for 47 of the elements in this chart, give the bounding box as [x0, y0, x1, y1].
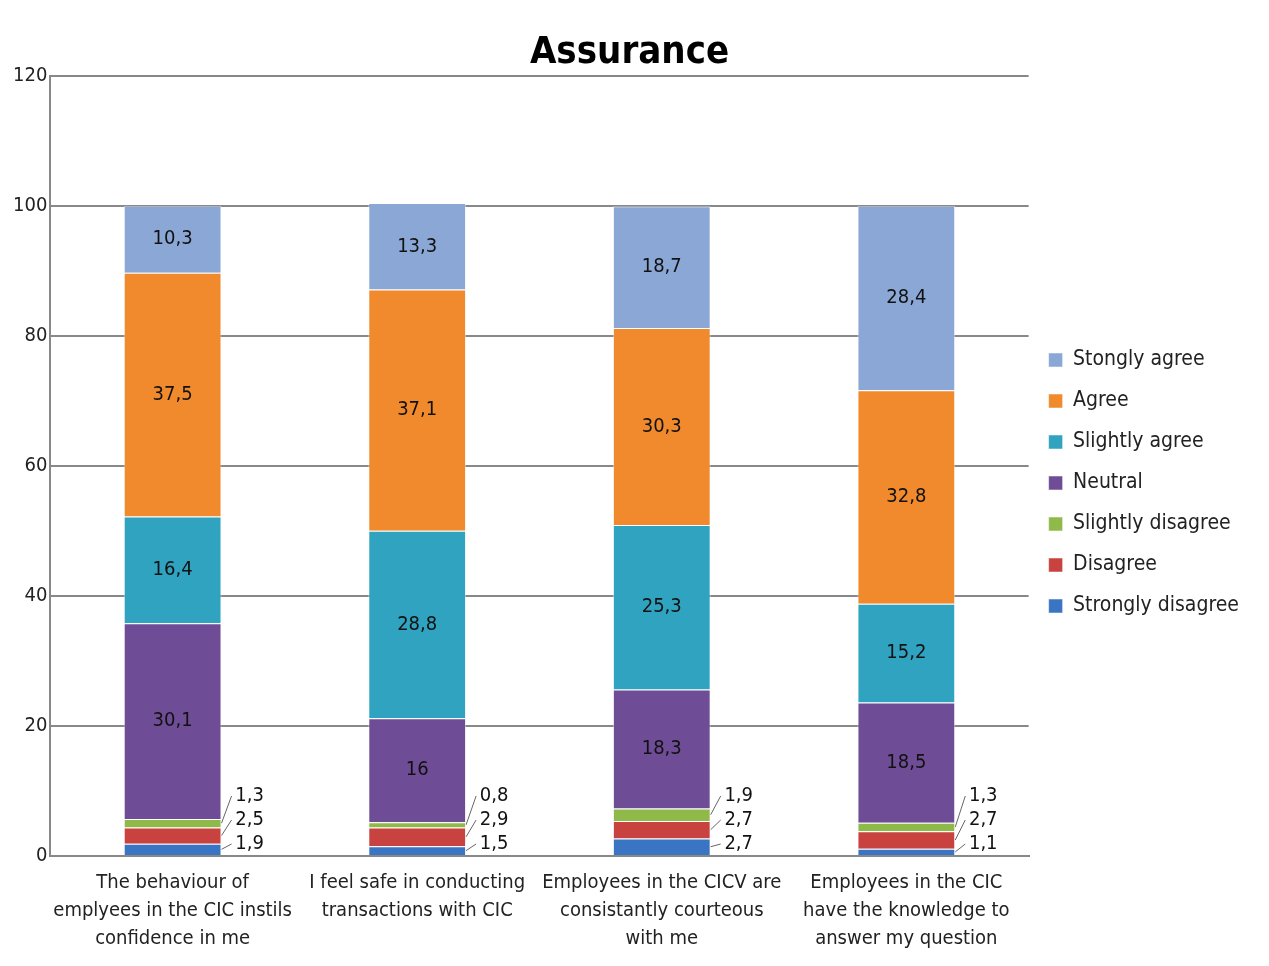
- data-label: 30,3: [641, 412, 682, 437]
- data-label: 16,4: [152, 556, 193, 581]
- data-label: 1,1: [968, 830, 998, 855]
- data-label: 13,3: [397, 232, 438, 257]
- data-label: 1,9: [235, 830, 264, 855]
- legend-label: Strongly disagree: [1073, 592, 1240, 617]
- data-label: 2,7: [968, 806, 998, 831]
- data-label: 18,3: [641, 735, 682, 760]
- y-tick-label: 40: [24, 582, 48, 607]
- legend-label: Disagree: [1073, 551, 1157, 576]
- y-tick-label: 100: [12, 191, 48, 216]
- chart-title: Assurance: [529, 27, 730, 72]
- data-label: 1,5: [479, 830, 509, 855]
- data-label: 2,7: [724, 806, 753, 831]
- x-tick-label: I feel safe in conducting transactions with CIC: [309, 869, 526, 922]
- y-tick-label: 80: [24, 321, 48, 346]
- data-label: 16: [405, 756, 429, 781]
- y-tick-label: 60: [24, 452, 48, 476]
- legend-label: Neutral: [1073, 469, 1143, 494]
- data-label: 1,9: [724, 782, 753, 807]
- data-label: 15,2: [886, 639, 927, 664]
- x-tick-label: Employees in the CICV are consistantly courteous with me: [542, 869, 782, 950]
- data-label: 30,1: [152, 707, 193, 732]
- legend-label: Agree: [1073, 387, 1129, 412]
- legend-label: Slightly disagree: [1073, 510, 1231, 535]
- data-label: 37,1: [397, 396, 438, 421]
- data-label: 28,8: [397, 610, 438, 635]
- data-label: 2,9: [479, 806, 509, 831]
- data-label: 2,5: [235, 806, 264, 831]
- data-label: 1,3: [968, 782, 998, 807]
- y-tick-label: 0: [35, 842, 48, 867]
- x-tick-label: The behaviour of emplyees in the CIC instils confidence in me: [53, 869, 292, 950]
- data-label: 10,3: [152, 225, 193, 250]
- y-tick-label: 120: [12, 61, 48, 86]
- data-label: 1,3: [235, 782, 264, 807]
- data-label: 18,7: [641, 253, 682, 278]
- data-label: 18,5: [886, 748, 927, 773]
- data-label: 25,3: [641, 593, 682, 618]
- legend-label: Slightly agree: [1073, 428, 1204, 453]
- data-label: 37,5: [152, 380, 193, 405]
- y-tick-label: 20: [24, 712, 48, 737]
- data-label: 28,4: [886, 284, 927, 309]
- data-label: 0,8: [479, 782, 509, 807]
- data-label: 32,8: [886, 483, 927, 508]
- data-label: 2,7: [724, 830, 753, 855]
- x-tick-label: Employees in the CIC have the knowledge to answer my question: [803, 869, 1010, 950]
- legend-label: Stongly agree: [1073, 346, 1205, 371]
